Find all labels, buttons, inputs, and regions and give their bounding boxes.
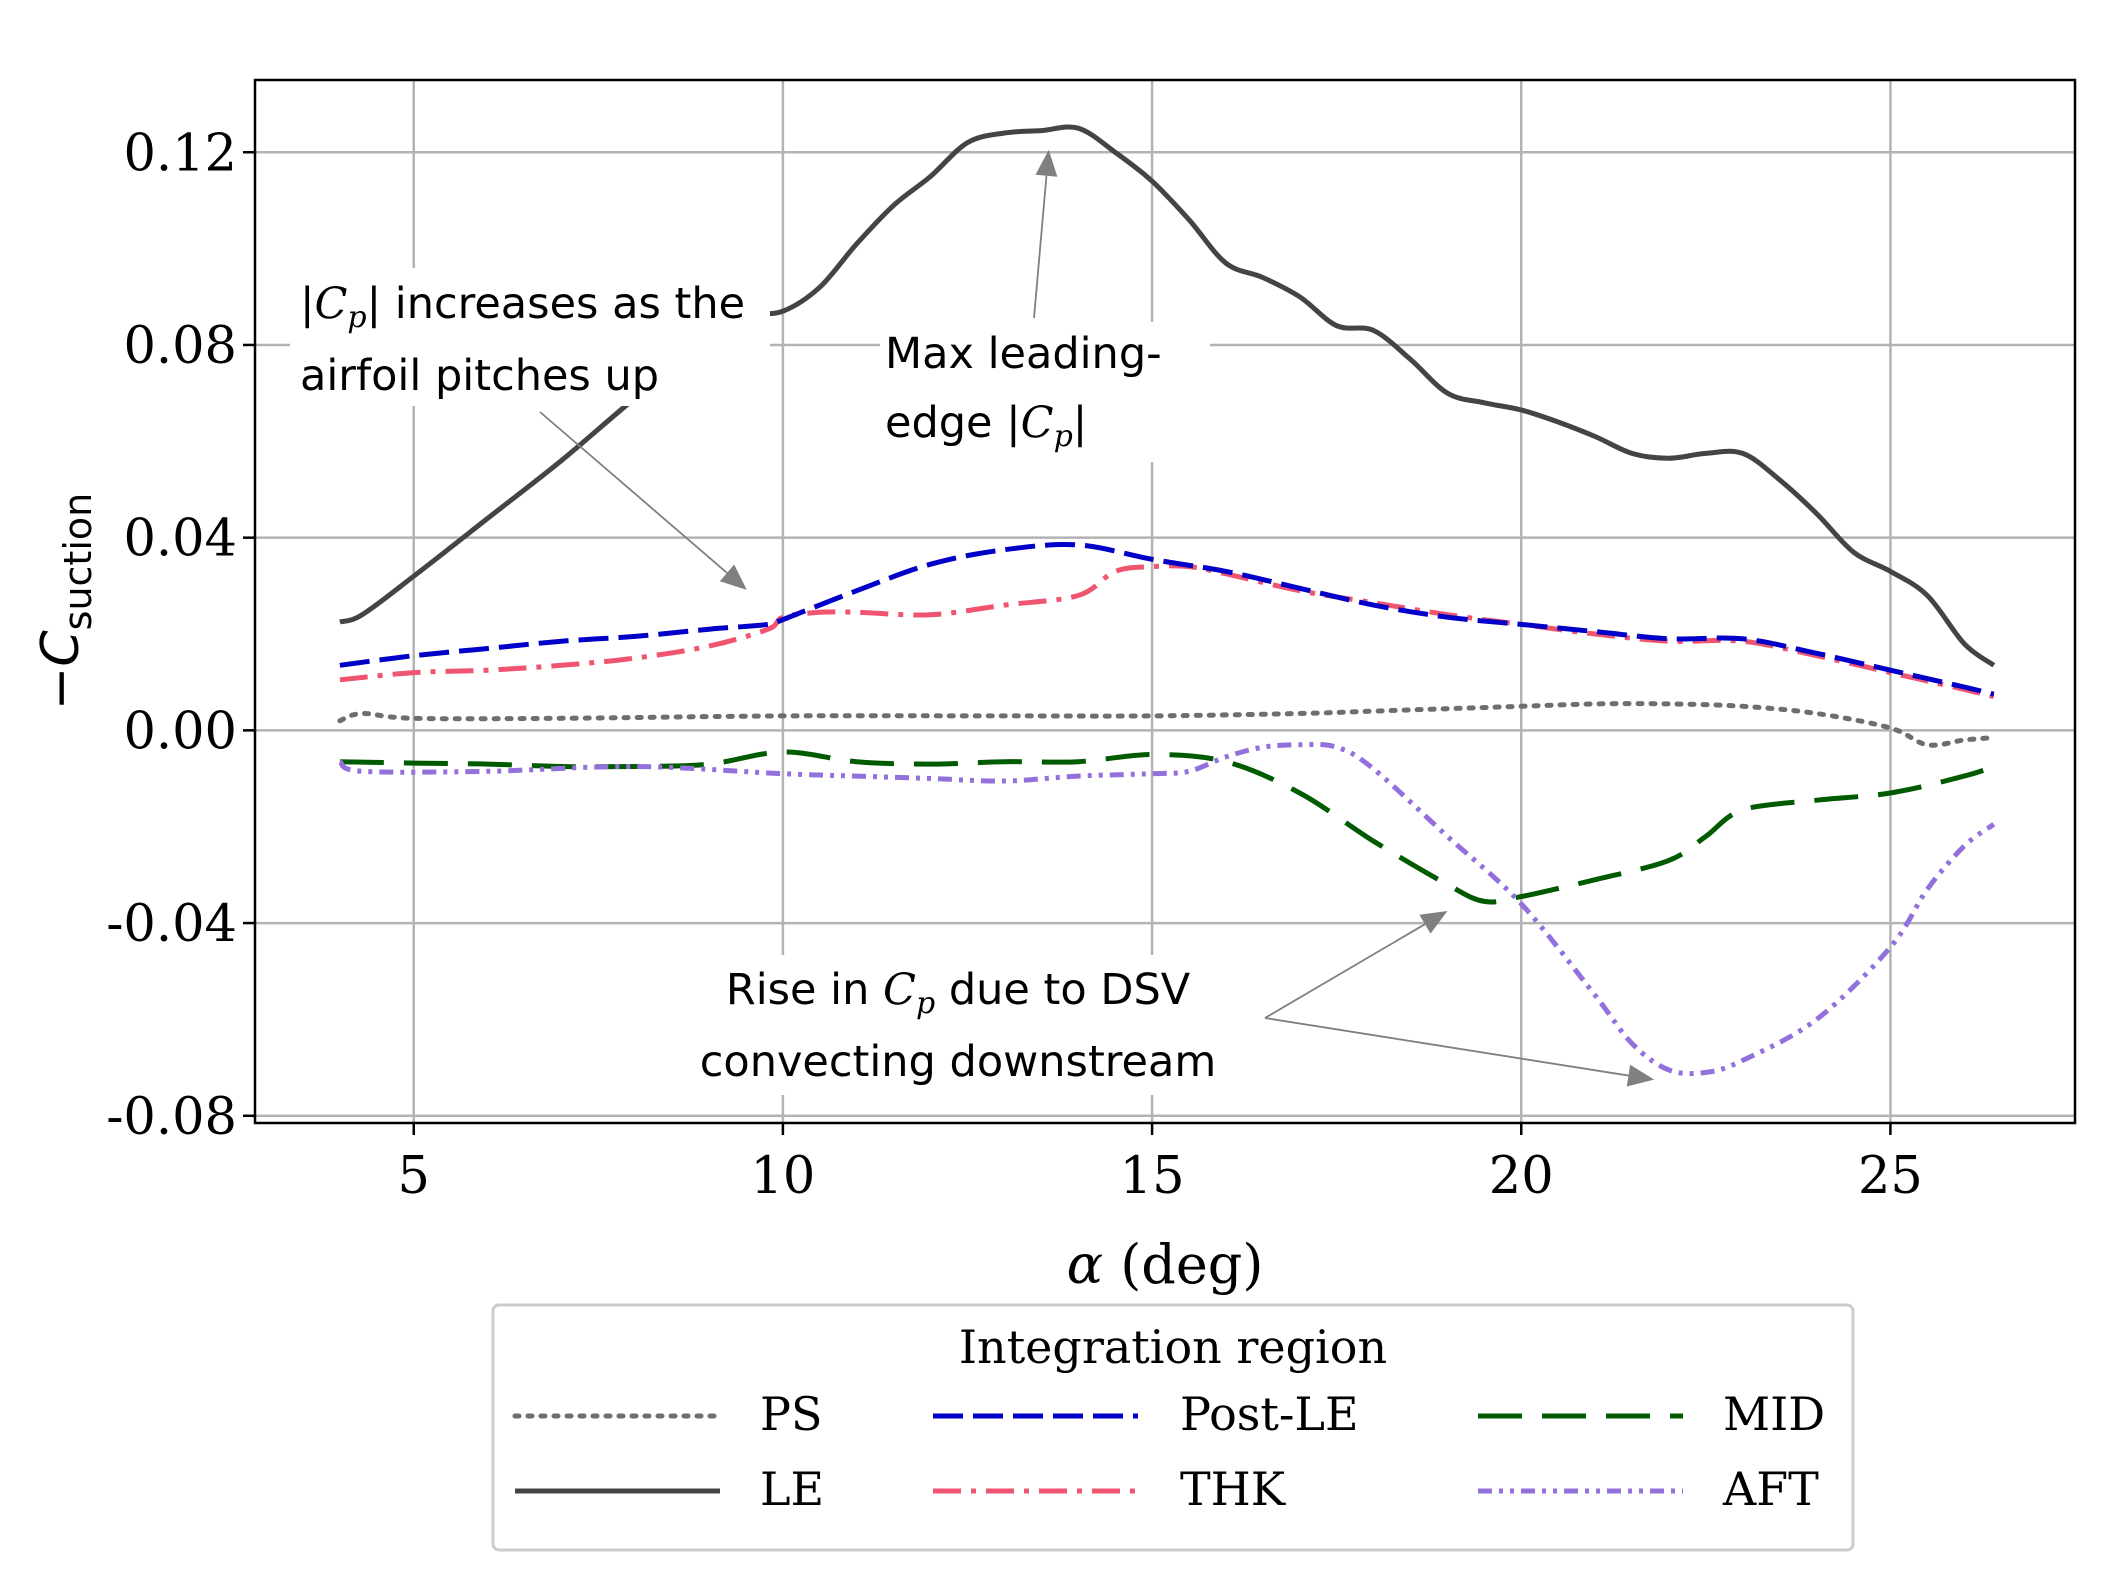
series-line-thk — [339, 563, 1995, 700]
legend-label: THK — [1180, 1462, 1287, 1516]
y-tick-label: 0.00 — [123, 702, 237, 761]
annotation-dsv-line2: convecting downstream — [700, 1037, 1216, 1087]
legend-entry-mid: MID — [1478, 1387, 1825, 1441]
legend-entry-thk: THK — [933, 1462, 1287, 1516]
x-axis-title-alpha: α — [1067, 1233, 1103, 1296]
plot-frame — [253, 78, 2077, 1125]
legend-label: LE — [760, 1462, 824, 1516]
y-tick-label: 0.04 — [123, 510, 237, 569]
annotation-max-le-line1: Max leading- — [885, 329, 1162, 379]
y-tick-label: 0.08 — [123, 317, 237, 376]
x-axis-title: α (deg) — [1067, 1233, 1264, 1296]
annotation-dsv-arrow-mid — [1264, 911, 1448, 1019]
axis-ticks: 5 10 15 20 25 -0.08 -0.04 0.00 0.04 0.08 0.12 — [106, 124, 1923, 1206]
y-axis-title-sub: suction — [56, 493, 100, 631]
legend-label: PS — [760, 1387, 822, 1441]
x-tick-label: 15 — [1120, 1147, 1185, 1206]
y-axis-title: −Csuction — [31, 493, 100, 710]
legend-title: Integration region — [959, 1320, 1387, 1374]
legend-entry-aft: AFT — [1478, 1462, 1819, 1516]
annotation-background — [880, 322, 1210, 462]
annotation-background — [680, 955, 1240, 1095]
y-tick-label: -0.04 — [106, 895, 237, 954]
annotation-pitch-up-line1: |Cp| increases as the — [300, 279, 745, 335]
annotations: |Cp| increases as the airfoil pitches up… — [290, 149, 1655, 1095]
legend-label: Post-LE — [1180, 1387, 1359, 1441]
x-tick-label: 20 — [1489, 1147, 1554, 1206]
x-tick-label: 5 — [398, 1147, 430, 1206]
legend: Integration region PS LE Post-LE THK MID AFT — [491, 1303, 1855, 1552]
annotation-background — [290, 268, 770, 406]
series-line-ps — [337, 701, 1997, 748]
x-axis-title-unit: (deg) — [1103, 1233, 1263, 1296]
legend-entry-le: LE — [515, 1462, 824, 1516]
x-tick-label: 25 — [1858, 1147, 1923, 1206]
legend-label: AFT — [1722, 1462, 1819, 1516]
annotation-pitch-up-line2: airfoil pitches up — [300, 351, 659, 401]
annotation-max-le-line2: edge |Cp| — [885, 398, 1087, 454]
annotation-pitch-up-arrow — [539, 411, 747, 590]
y-axis-title-main: −C — [31, 630, 91, 711]
legend-label: MID — [1723, 1387, 1825, 1441]
series-line-aft — [338, 742, 1996, 1077]
series-line-post-le — [339, 541, 1995, 697]
x-tick-label: 10 — [750, 1147, 815, 1206]
annotation-max-le-arrow — [1033, 149, 1058, 319]
y-tick-label: 0.12 — [123, 124, 237, 183]
series-lines — [337, 124, 1997, 1077]
grid — [255, 80, 2075, 1123]
legend-entries: PS LE Post-LE THK MID AFT — [512, 1387, 1825, 1516]
annotation-dsv-line1: Rise in Cp due to DSV — [726, 965, 1191, 1021]
annotation-dsv-arrow-aft — [1264, 1017, 1655, 1087]
legend-entry-ps: PS — [512, 1387, 822, 1441]
legend-entry-post-le: Post-LE — [933, 1387, 1359, 1441]
y-tick-label: -0.08 — [106, 1088, 237, 1147]
